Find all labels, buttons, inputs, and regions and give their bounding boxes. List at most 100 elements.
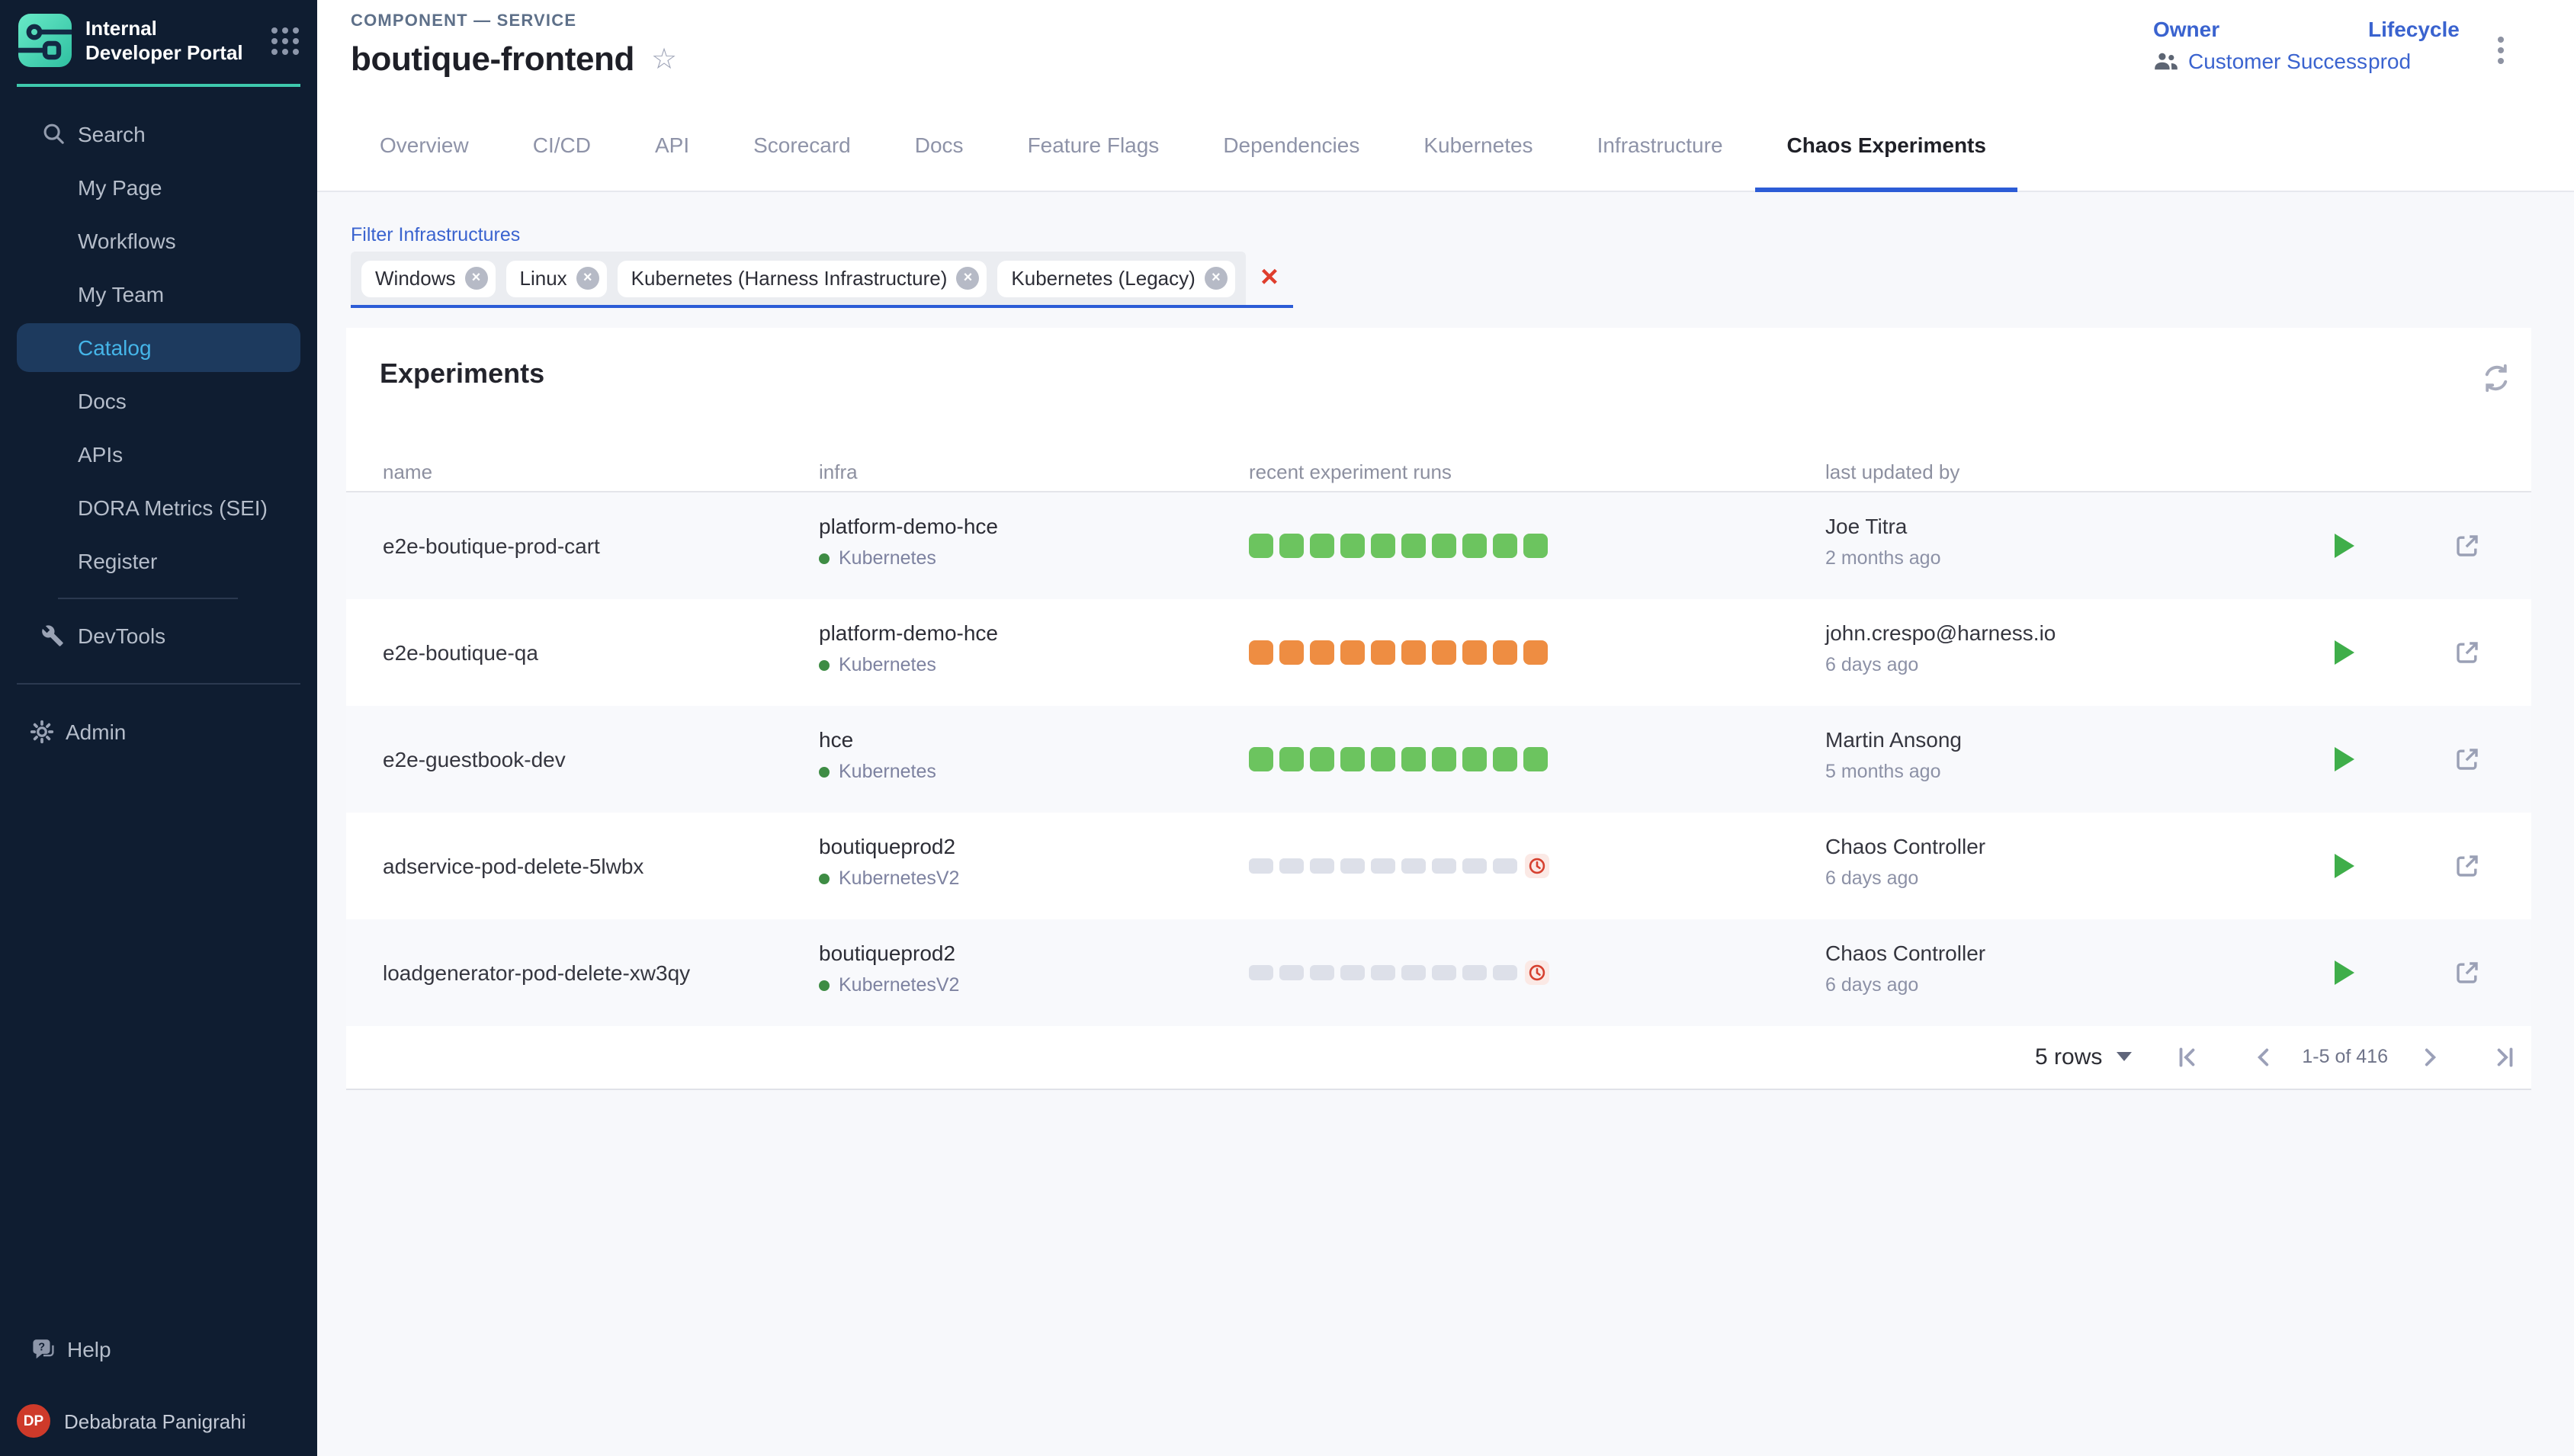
run-indicator — [1371, 534, 1395, 558]
next-page-button[interactable] — [2417, 1044, 2443, 1070]
sidebar-item-apis[interactable]: APIs — [17, 430, 300, 479]
table-row[interactable]: loadgenerator-pod-delete-xw3qy boutiquepr… — [346, 919, 2531, 1026]
sidebar-item-devtools[interactable]: DevTools — [17, 611, 300, 660]
sidebar-item-catalog[interactable]: Catalog — [17, 323, 300, 372]
sidebar-item-label: Workflows — [78, 229, 176, 253]
run-indicator — [1493, 747, 1517, 771]
chip-remove-icon[interactable]: × — [576, 267, 599, 290]
tab-scorecard[interactable]: Scorecard — [753, 133, 851, 157]
tab-overview[interactable]: Overview — [380, 133, 469, 157]
table-header-divider — [346, 491, 2531, 492]
lifecycle-label: Lifecycle — [2368, 17, 2460, 41]
table-row[interactable]: adservice-pod-delete-5lwbx boutiqueprod2 K… — [346, 813, 2531, 919]
table-row[interactable]: e2e-guestbook-dev hce Kubernetes Martin Ans… — [346, 706, 2531, 813]
open-experiment-icon[interactable] — [2454, 746, 2481, 773]
tab-api[interactable]: API — [654, 133, 690, 157]
updated-time: 6 days ago — [1825, 868, 1919, 889]
open-experiment-icon[interactable] — [2454, 852, 2481, 880]
last-updated-cell: Chaos Controller 6 days ago — [1825, 941, 1985, 996]
sidebar-item-my-page[interactable]: My Page — [17, 163, 300, 212]
lifecycle-block: Lifecycle prod — [2368, 17, 2460, 73]
run-indicator — [1401, 640, 1426, 665]
sidebar-bottom: ? Help DP Debabrata Panigrahi — [0, 1325, 317, 1438]
infrastructure-filter: Windows × Linux × Kubernetes (Harness Infras… — [351, 252, 1293, 308]
run-experiment-button[interactable] — [2335, 747, 2354, 771]
chip-remove-icon[interactable]: × — [1204, 267, 1228, 290]
user-menu[interactable]: DP Debabrata Panigrahi — [0, 1404, 317, 1438]
recent-runs — [1249, 534, 1548, 558]
sidebar-item-workflows[interactable]: Workflows — [17, 216, 300, 265]
rows-per-page-value: 5 rows — [2035, 1044, 2103, 1070]
favorite-star-icon[interactable]: ☆ — [651, 43, 678, 75]
infra-cell: hce Kubernetes — [819, 727, 936, 782]
updated-time: 5 months ago — [1825, 761, 1941, 782]
column-header-infra: infra — [819, 460, 858, 483]
run-indicator — [1401, 534, 1426, 558]
sidebar-item-my-team[interactable]: My Team — [17, 270, 300, 319]
overdue-clock-icon — [1525, 854, 1549, 878]
sidebar-item-search[interactable]: Search — [17, 110, 300, 159]
run-indicator — [1310, 534, 1334, 558]
run-experiment-button[interactable] — [2335, 961, 2354, 985]
run-indicator — [1462, 640, 1487, 665]
tab-docs[interactable]: Docs — [914, 133, 964, 157]
infra-type: Kubernetes — [839, 547, 936, 569]
chip-remove-icon[interactable]: × — [956, 267, 980, 290]
chip-remove-icon[interactable]: × — [464, 267, 488, 290]
experiments-card: Experiments name infra recent experiment… — [346, 328, 2531, 1090]
owner-link[interactable]: Customer Success — [2188, 49, 2367, 73]
last-updated-cell: john.crespo@harness.io 6 days ago — [1825, 621, 2056, 675]
sidebar-item-register[interactable]: Register — [17, 537, 300, 585]
filter-chip-input[interactable]: Windows × Linux × Kubernetes (Harness Infras… — [351, 252, 1246, 305]
experiment-name: e2e-boutique-qa — [383, 640, 538, 665]
run-indicator — [1279, 534, 1304, 558]
tab-feature-flags[interactable]: Feature Flags — [1027, 133, 1160, 157]
updated-by: Joe Titra — [1825, 514, 1908, 538]
updated-time: 6 days ago — [1825, 654, 1919, 675]
run-indicator — [1401, 858, 1426, 874]
previous-page-button[interactable] — [2250, 1044, 2276, 1070]
app-switcher-icon[interactable] — [271, 27, 299, 54]
first-page-button[interactable] — [2174, 1044, 2200, 1070]
run-experiment-button[interactable] — [2335, 640, 2354, 665]
run-indicator — [1340, 747, 1365, 771]
tab-ci-cd[interactable]: CI/CD — [532, 133, 591, 157]
tab-kubernetes[interactable]: Kubernetes — [1423, 133, 1533, 157]
infra-type: KubernetesV2 — [839, 868, 960, 889]
run-indicator — [1371, 640, 1395, 665]
run-experiment-button[interactable] — [2335, 534, 2354, 558]
tab-infrastructure[interactable]: Infrastructure — [1597, 133, 1723, 157]
chip-label: Kubernetes (Legacy) — [1011, 267, 1196, 290]
sidebar-item-label: DORA Metrics (SEI) — [78, 495, 268, 520]
sidebar: Internal Developer Portal Search My Page W… — [0, 0, 317, 1456]
run-indicator — [1462, 965, 1487, 980]
run-indicator — [1310, 747, 1334, 771]
sidebar-item-admin[interactable]: Admin — [17, 707, 300, 756]
table-row[interactable]: e2e-boutique-prod-cart platform-demo-hce K… — [346, 492, 2531, 599]
sidebar-item-dora-metrics-sei[interactable]: DORA Metrics (SEI) — [17, 483, 300, 532]
sidebar-item-docs[interactable]: Docs — [17, 377, 300, 425]
last-page-button[interactable] — [2492, 1044, 2518, 1070]
tab-chaos-experiments[interactable]: Chaos Experiments — [1754, 99, 2018, 192]
sidebar-item-help[interactable]: ? Help — [17, 1325, 300, 1374]
tab-dependencies[interactable]: Dependencies — [1223, 133, 1360, 157]
owner-block: Owner Customer Success — [2153, 17, 2367, 73]
run-experiment-button[interactable] — [2335, 854, 2354, 878]
sidebar-item-label: DevTools — [78, 624, 166, 648]
refresh-icon[interactable] — [2479, 361, 2513, 395]
experiment-name: adservice-pod-delete-5lwbx — [383, 854, 644, 878]
open-experiment-icon[interactable] — [2454, 532, 2481, 560]
wrench-icon — [41, 624, 64, 647]
rows-per-page-select[interactable]: 5 rows — [2035, 1044, 2132, 1070]
experiment-name: loadgenerator-pod-delete-xw3qy — [383, 961, 691, 985]
sidebar-nav: Search My Page Workflows My Team Catalog Docs… — [0, 110, 317, 585]
kebab-menu-icon[interactable] — [2489, 29, 2513, 72]
open-experiment-icon[interactable] — [2454, 639, 2481, 666]
clear-filters-icon[interactable]: × — [1260, 261, 1279, 294]
sidebar-item-label: Docs — [78, 389, 127, 413]
open-experiment-icon[interactable] — [2454, 959, 2481, 986]
infra-type: Kubernetes — [839, 654, 936, 675]
run-indicator — [1371, 965, 1395, 980]
table-row[interactable]: e2e-boutique-qa platform-demo-hce Kubernet… — [346, 599, 2531, 706]
